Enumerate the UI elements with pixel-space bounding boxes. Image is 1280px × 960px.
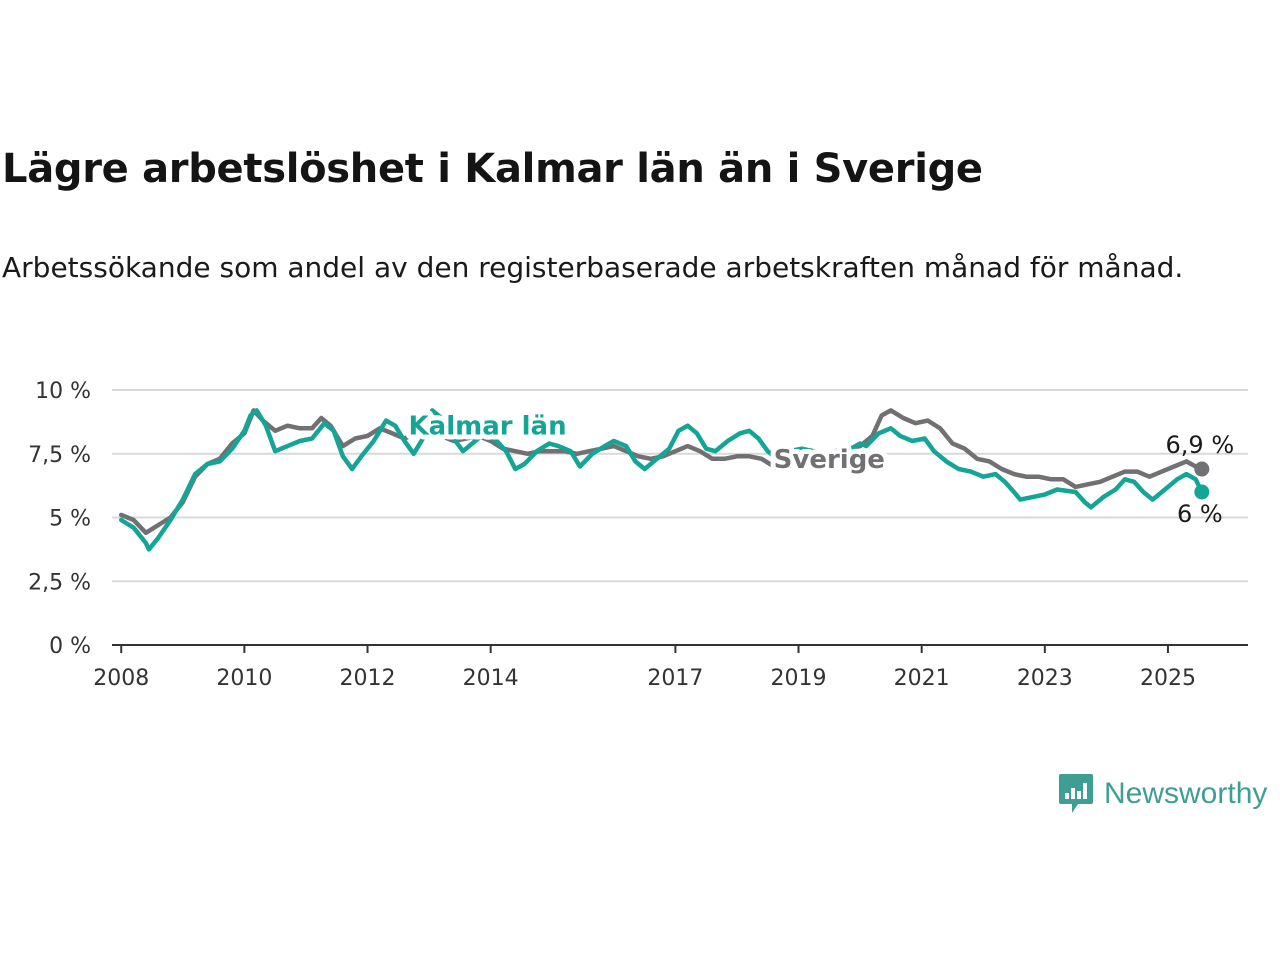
end-value-label: 6 % [1177,500,1223,528]
chart-subtitle: Arbetssökande som andel av den registerb… [2,251,1184,284]
line-chart: 0 % 2,5 % 5 % 7,5 % 10 % 2008 2010 2012 2014 2017… [28,379,1248,691]
end-value-label: 6,9 % [1166,431,1235,459]
series-label-kalmar-halo: Kalmar län [409,412,567,442]
x-tick-label: 2008 [93,666,149,691]
series-label-sverige-halo: Sverige [774,445,885,475]
brand-logo: Newsworthy [1058,772,1267,816]
axes: 0 % 2,5 % 5 % 7,5 % 10 % 2008 2010 2012 2014 2017… [28,379,1248,691]
end-point-marker [1194,461,1210,477]
series-label-kalmar: Kalmar län [409,412,567,442]
series-label-sverige: Sverige [774,445,885,475]
chart-title: Lägre arbetslöshet i Kalmar län än i Sve… [2,146,983,192]
end-point-marker [1194,484,1210,500]
x-tick-label: 2014 [463,666,519,691]
y-tick-label: 10 % [35,379,91,404]
x-tick-label: 2019 [771,666,827,691]
gridlines [112,389,1248,583]
series-lines [118,408,1210,552]
x-tick-label: 2023 [1017,666,1073,691]
x-tick-label: 2010 [216,666,272,691]
x-tick-label: 2021 [894,666,950,691]
y-tick-label: 7,5 % [28,443,91,468]
x-tick-label: 2012 [340,666,396,691]
y-tick-label: 0 % [49,634,91,659]
series-line-kalmar [118,408,1205,552]
brand-name: Newsworthy [1104,777,1268,810]
series-line-sverige [118,408,1205,536]
y-tick-label: 2,5 % [28,570,91,595]
y-tick-label: 5 % [49,507,91,532]
x-tick-label: 2025 [1140,666,1196,691]
newsworthy-logo-icon [1059,774,1093,813]
x-tick-label: 2017 [647,666,703,691]
